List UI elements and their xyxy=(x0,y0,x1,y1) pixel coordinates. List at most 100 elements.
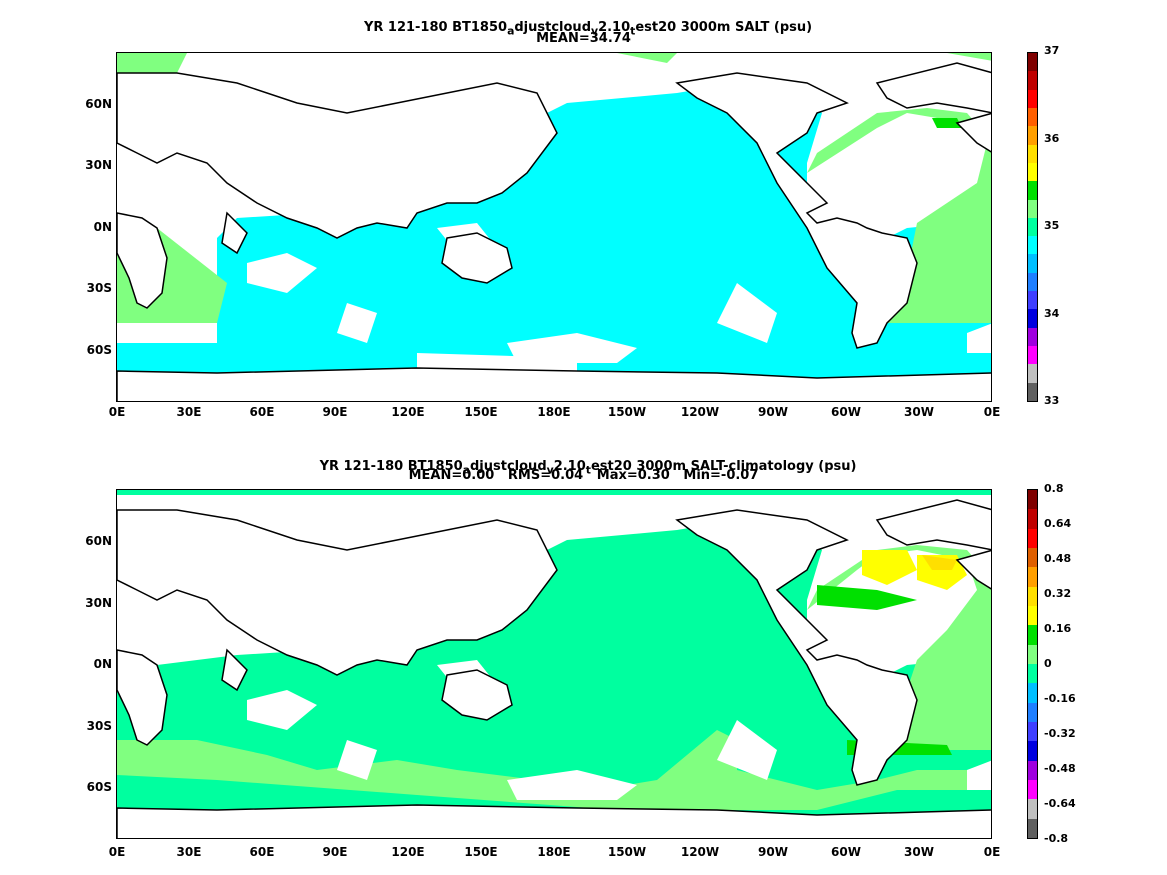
panel2-cbar-label-0.8: 0.8 xyxy=(1044,482,1064,495)
panel1-xlabel-180e: 180E xyxy=(537,405,571,419)
panel1-xlabel-30w: 30W xyxy=(904,405,934,419)
colorbar-segment xyxy=(1028,236,1037,255)
colorbar-segment xyxy=(1028,547,1037,568)
colorbar-segment xyxy=(1028,199,1037,218)
colorbar-segment xyxy=(1028,107,1037,127)
panel2-map-svg xyxy=(117,490,991,838)
colorbar-segment xyxy=(1028,144,1037,163)
panel1-xlabel-90e: 90E xyxy=(322,405,348,419)
colorbar-segment xyxy=(1028,779,1037,800)
panel1-xlabel-150w: 150W xyxy=(607,405,647,419)
panel2-xlabel-30e: 30E xyxy=(176,845,202,859)
panel2-cbar-label-0.64: 0.64 xyxy=(1044,517,1072,530)
panel2-ylabel-60s: 60S xyxy=(86,780,112,794)
panel2-cbar-label-neg0.16: -0.16 xyxy=(1044,692,1076,705)
panel2-cbar-label-0: 0 xyxy=(1044,657,1052,670)
panel1-xlabel-90w: 90W xyxy=(758,405,788,419)
panel2-xlabel-60e: 60E xyxy=(249,845,275,859)
panel1-cbar-label-36: 36 xyxy=(1044,132,1060,145)
panel2-xlabel-60w: 60W xyxy=(831,845,861,859)
panel1-ylabel-30n: 30N xyxy=(85,158,112,172)
panel1-xlabel-150e: 150E xyxy=(464,405,498,419)
panel1-continents xyxy=(117,62,991,401)
panel2-colorbar xyxy=(1027,489,1038,839)
panel2-ylabel-0n: 0N xyxy=(93,657,112,671)
colorbar-segment xyxy=(1028,605,1037,626)
panel2-xlabel-30w: 30W xyxy=(904,845,934,859)
panel1-ylabel-30s: 30S xyxy=(86,281,112,295)
colorbar-segment xyxy=(1028,346,1037,365)
panel1-xlabel-0e-end: 0E xyxy=(983,405,1001,419)
colorbar-segment xyxy=(1028,382,1037,401)
panel2-cbar-label-neg0.64: -0.64 xyxy=(1044,797,1076,810)
panel1-cbar-label-33: 33 xyxy=(1044,394,1060,407)
colorbar-segment xyxy=(1028,644,1037,664)
colorbar-segment xyxy=(1028,162,1037,182)
panel1-ylabel-0n: 0N xyxy=(93,220,112,234)
panel1-xlabel-0e: 0E xyxy=(108,405,126,419)
panel1-stats: MEAN=34.74 xyxy=(536,31,631,46)
colorbar-segment xyxy=(1028,217,1037,237)
panel2-xlabel-0e-end: 0E xyxy=(983,845,1001,859)
panel1-cbar-label-34: 34 xyxy=(1044,307,1060,320)
panel2-xlabel-180e: 180E xyxy=(537,845,571,859)
colorbar-segment xyxy=(1028,53,1037,72)
panel2-cbar-label-0.32: 0.32 xyxy=(1044,587,1072,600)
panel1-map xyxy=(116,52,992,402)
colorbar-segment xyxy=(1028,702,1037,722)
panel2-xlabel-120w: 120W xyxy=(680,845,720,859)
colorbar-segment xyxy=(1028,741,1037,761)
panel1-xlabel-30e: 30E xyxy=(176,405,202,419)
colorbar-segment xyxy=(1028,309,1037,328)
colorbar-segment xyxy=(1028,89,1037,108)
colorbar-segment xyxy=(1028,254,1037,273)
colorbar-segment xyxy=(1028,625,1037,645)
colorbar-segment xyxy=(1028,567,1037,587)
colorbar-segment xyxy=(1028,818,1037,838)
panel1-xlabel-60e: 60E xyxy=(249,405,275,419)
panel2-xlabel-150w: 150W xyxy=(607,845,647,859)
panel1-ylabel-60n: 60N xyxy=(85,97,112,111)
panel1-title: YR 121-180 BT1850adjustcloudv2.10test20 … xyxy=(363,20,813,38)
colorbar-segment xyxy=(1028,799,1037,819)
panel2-xlabel-150e: 150E xyxy=(464,845,498,859)
panel1-xlabel-120w: 120W xyxy=(680,405,720,419)
panel2-xlabel-90e: 90E xyxy=(322,845,348,859)
panel2-continents xyxy=(117,499,991,838)
panel2-xlabel-90w: 90W xyxy=(758,845,788,859)
panel1-map-svg xyxy=(117,53,991,401)
colorbar-segment xyxy=(1028,663,1037,684)
panel2-cbar-label-neg0.32: -0.32 xyxy=(1044,727,1076,740)
panel1-xlabel-120e: 120E xyxy=(391,405,425,419)
panel1-colorbar xyxy=(1027,52,1038,402)
panel1-cbar-label-37: 37 xyxy=(1044,44,1060,57)
colorbar-segment xyxy=(1028,327,1037,346)
colorbar-segment xyxy=(1028,509,1037,529)
panel2-stats: MEAN=0.00 RMS=0.04 Max=0.30 Min=-0.07 xyxy=(408,468,759,483)
panel2-cbar-label-0.16: 0.16 xyxy=(1044,622,1072,635)
panel2-xlabel-120e: 120E xyxy=(391,845,425,859)
panel1-ylabel-60s: 60S xyxy=(86,343,112,357)
panel1-cbar-label-35: 35 xyxy=(1044,219,1060,232)
colorbar-segment xyxy=(1028,760,1037,780)
panel2-ylabel-30s: 30S xyxy=(86,719,112,733)
panel2-map xyxy=(116,489,992,839)
colorbar-segment xyxy=(1028,528,1037,548)
panel2-ylabel-30n: 30N xyxy=(85,596,112,610)
colorbar-segment xyxy=(1028,586,1037,606)
panel2-cbar-label-neg0.8: -0.8 xyxy=(1044,832,1069,845)
panel2-title: YR 121-180 BT1850adjustcloudv2.10test20 … xyxy=(319,459,857,477)
colorbar-segment xyxy=(1028,291,1037,310)
panel2-cbar-label-0.48: 0.48 xyxy=(1044,552,1072,565)
panel1-xlabel-60w: 60W xyxy=(831,405,861,419)
panel2-xlabel-0e: 0E xyxy=(108,845,126,859)
colorbar-segment xyxy=(1028,683,1037,703)
panel2-ylabel-60n: 60N xyxy=(85,534,112,548)
colorbar-segment xyxy=(1028,490,1037,510)
colorbar-segment xyxy=(1028,272,1037,292)
colorbar-segment xyxy=(1028,181,1037,200)
panel2-cbar-label-neg0.48: -0.48 xyxy=(1044,762,1076,775)
colorbar-segment xyxy=(1028,126,1037,145)
colorbar-segment xyxy=(1028,71,1037,90)
colorbar-segment xyxy=(1028,364,1037,383)
